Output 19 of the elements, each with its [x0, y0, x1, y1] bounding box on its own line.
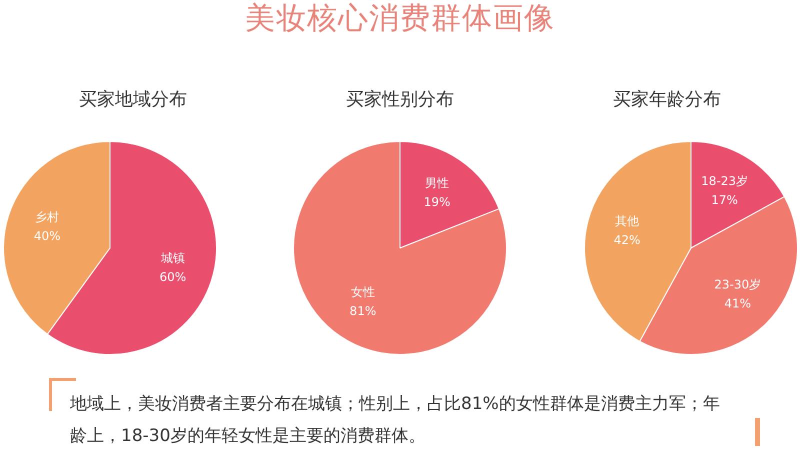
data-label: 19% — [424, 195, 450, 210]
slice-label: 18-23岁 — [701, 174, 748, 188]
slice-label: 城镇 — [160, 251, 185, 266]
data-label: 17% — [711, 192, 738, 207]
slice-label: 男性 — [425, 176, 450, 190]
chart-title: 买家地域分布 — [78, 88, 188, 112]
slice-label: 其他 — [615, 214, 640, 228]
data-label: 60% — [159, 270, 186, 284]
data-label: 81% — [350, 304, 376, 318]
data-label: 41% — [724, 296, 752, 310]
chart-title: 买家性别分布 — [345, 88, 455, 112]
chart-title: 买家年龄分布 — [612, 88, 722, 112]
data-label: 42% — [614, 233, 640, 248]
text: 美妆核心消费群体画像 — [244, 0, 556, 38]
data-label: 40% — [34, 229, 61, 244]
text: 地域上，美妆消费者主要分布在城镇；性别上，占比81%的女性群体是消费主力军；年龄上，18-30岁的年轻女性是主要的消费群体。 — [70, 393, 721, 448]
slice-label: 女性 — [350, 285, 375, 300]
slice-label: 乡村 — [35, 210, 60, 224]
slice-label: 23-30岁 — [714, 277, 762, 292]
